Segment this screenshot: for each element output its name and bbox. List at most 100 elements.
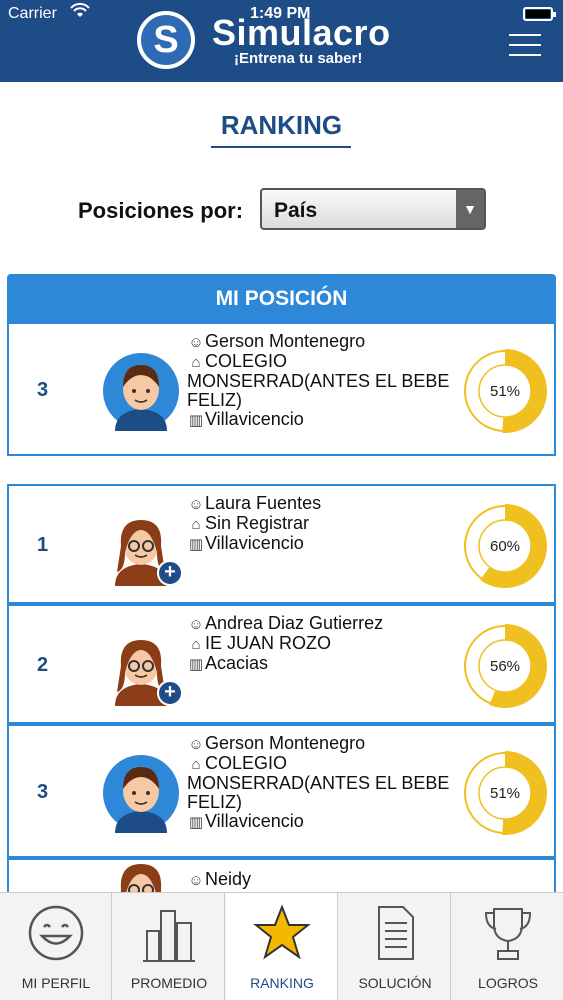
brand-title: Simulacro (212, 12, 391, 53)
document-icon (378, 906, 414, 960)
school-icon: ⌂ (191, 516, 201, 533)
school-name-line: ⌂ COLEGIO MONSERRAD(ANTES EL BEBE FELIZ) (187, 352, 457, 410)
user-name: Neidy (205, 869, 252, 889)
avatar (101, 626, 181, 706)
tab-mi-perfil[interactable]: MI PERFIL (0, 893, 112, 1000)
school-name-line: ⌂ COLEGIO MONSERRAD(ANTES EL BEBE FELIZ) (187, 754, 457, 812)
hamburger-menu-icon[interactable] (509, 34, 541, 58)
city-name: Villavicencio (205, 409, 304, 429)
user-name-line: ☺Gerson Montenegro (187, 734, 457, 754)
city-name-line: ▥ Villavicencio (187, 534, 457, 554)
city-icon: ▥ (188, 656, 204, 673)
buildings-chart-icon (143, 910, 195, 962)
avatar (101, 351, 181, 431)
position-filter-select[interactable]: País ▼ (260, 188, 486, 230)
school-name-line: ⌂ IE JUAN ROZO (187, 634, 457, 654)
city-name: Villavicencio (205, 811, 304, 831)
user-icon: ☺ (188, 872, 204, 889)
score-label: 51% (490, 383, 520, 400)
user-name-line: ☺Andrea Diaz Gutierrez (187, 614, 457, 634)
user-icon: ☺ (188, 736, 204, 753)
donut-score-arc (463, 751, 547, 835)
score-label: 56% (490, 658, 520, 675)
ranking-row[interactable]: 3 ☺Gerson Montenegro ⌂ COLEGIO MONSERRAD(AN… (7, 724, 556, 858)
user-name: Laura Fuentes (205, 493, 322, 513)
rank-position: 1 (37, 534, 49, 556)
school-name: IE JUAN ROZO (205, 633, 332, 653)
school-name: Sin Registrar (205, 513, 310, 533)
city-icon: ▥ (188, 536, 204, 553)
user-icon: ☺ (188, 616, 204, 633)
school-name: COLEGIO MONSERRAD(ANTES EL BEBE FELIZ) (187, 753, 450, 812)
user-name: Gerson Montenegro (205, 331, 366, 351)
tab-promedio[interactable]: PROMEDIO (113, 893, 225, 1000)
tab-label: MI PERFIL (21, 975, 91, 991)
app-header: Carrier 1:49 PM S Simulacro ¡Entrena tu … (0, 0, 563, 82)
score-donut: 51% (463, 751, 547, 835)
donut-center (478, 519, 532, 573)
user-icon: ☺ (188, 334, 204, 351)
rank-position: 3 (37, 379, 49, 401)
my-position-header: MI POSICIÓN (7, 274, 556, 324)
add-friend-icon[interactable]: + (157, 680, 183, 706)
city-name: Acacias (205, 653, 269, 673)
tab-solucion[interactable]: SOLUCIÓN (339, 893, 451, 1000)
chevron-down-icon[interactable]: ▼ (456, 190, 484, 228)
rank-position: 2 (37, 654, 49, 676)
city-icon: ▥ (188, 814, 204, 831)
donut-center (478, 364, 532, 418)
status-time: 1:49 PM (250, 5, 311, 22)
donut-center (478, 766, 532, 820)
ranking-row[interactable]: 2 + ☺Andrea Diaz Gutierrez ⌂ IE JUAN ROZO ▥ Ac… (7, 604, 556, 724)
ranking-row[interactable]: 1 + ☺Laura Fuentes ⌂ Sin Registrar ▥ Villavice… (7, 484, 556, 604)
trophy-icon (484, 908, 532, 960)
school-icon: ⌂ (191, 636, 201, 653)
my-position-row[interactable]: 3 ☺Gerson Montenegro ⌂ COLEGIO MONSERRAD(AN… (7, 322, 556, 456)
user-info: ☺Gerson Montenegro ⌂ COLEGIO MONSERRAD(ANT… (187, 332, 457, 430)
school-name-line: ⌂ Sin Registrar (187, 514, 457, 534)
donut-score-arc (463, 349, 547, 433)
avatar (101, 753, 181, 833)
user-info: ☺Gerson Montenegro ⌂ COLEGIO MONSERRAD(ANT… (187, 734, 457, 832)
title-underline (211, 146, 351, 148)
city-name-line: ▥ Acacias (187, 654, 457, 674)
user-name-line: ☺Neidy (187, 870, 457, 890)
tab-label: RANKING (250, 975, 314, 991)
donut-score-arc (463, 624, 547, 708)
tab-label: PROMEDIO (130, 975, 208, 991)
donut-center (478, 639, 532, 693)
add-friend-icon[interactable]: + (157, 560, 183, 586)
score-donut: 51% (463, 349, 547, 433)
city-name: Villavicencio (205, 533, 304, 553)
star-icon (253, 904, 311, 960)
school-name: COLEGIO MONSERRAD(ANTES EL BEBE FELIZ) (187, 351, 450, 410)
brand-tagline: ¡Entrena tu saber! (234, 50, 363, 67)
app-logo: S (134, 8, 198, 72)
status-bar: Carrier 1:49 PM (0, 0, 563, 28)
score-donut: 60% (463, 504, 547, 588)
filter-selected-value: País (274, 199, 318, 222)
city-name-line: ▥ Villavicencio (187, 410, 457, 430)
user-name: Gerson Montenegro (205, 733, 366, 753)
score-label: 60% (490, 538, 520, 555)
user-info: ☺Neidy (187, 870, 457, 890)
user-icon: ☺ (188, 496, 204, 513)
page-title: RANKING (220, 110, 343, 140)
battery-icon (523, 7, 556, 21)
donut-score-arc (463, 504, 547, 588)
tab-logros[interactable]: LOGROS (452, 893, 563, 1000)
tab-ranking[interactable]: RANKING (226, 893, 338, 1000)
user-name: Andrea Diaz Gutierrez (205, 613, 384, 633)
user-info: ☺Andrea Diaz Gutierrez ⌂ IE JUAN ROZO ▥ Acac… (187, 614, 457, 674)
filter-label: Posiciones por: (78, 198, 244, 223)
logo-letter: S (141, 15, 191, 65)
tab-label: SOLUCIÓN (358, 975, 432, 991)
avatar (101, 506, 181, 586)
wifi-icon (70, 2, 90, 24)
score-label: 51% (490, 785, 520, 802)
school-icon: ⌂ (191, 756, 201, 773)
rank-position: 3 (37, 781, 49, 803)
smiley-icon (28, 905, 84, 961)
bottom-tab-bar: MI PERFIL PROMEDIO RANKING SOLUCIÓN (0, 892, 563, 1000)
school-icon: ⌂ (191, 354, 201, 371)
